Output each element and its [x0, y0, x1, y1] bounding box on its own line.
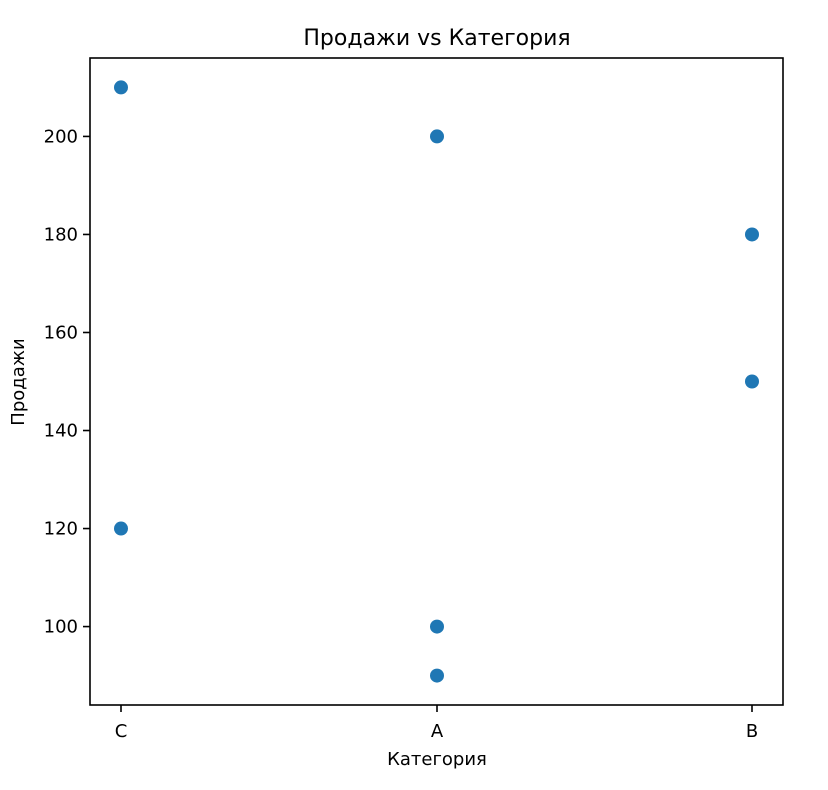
plot-area [89, 57, 784, 706]
x-tick-label: B [746, 721, 758, 742]
data-points [114, 80, 759, 683]
y-tick-label: 120 [44, 519, 78, 540]
x-axis-label: Категория [387, 749, 487, 770]
y-tick-label: 180 [44, 224, 78, 245]
x-tick-label: A [431, 721, 444, 742]
x-tick-label: C [115, 721, 128, 742]
data-point [430, 129, 444, 144]
data-point [745, 227, 759, 242]
y-axis: 100 120 140 160 180 200 [44, 126, 90, 638]
data-point [430, 619, 444, 634]
y-tick-label: 200 [44, 126, 78, 147]
data-point [745, 374, 759, 389]
data-point [430, 668, 444, 683]
data-point [114, 521, 128, 536]
y-axis-label: Продажи [8, 338, 29, 425]
data-point [114, 80, 128, 95]
chart-title: Продажи vs Категория [303, 26, 570, 51]
y-tick-label: 100 [44, 617, 78, 638]
y-tick-label: 140 [44, 421, 78, 442]
y-tick-label: 160 [44, 322, 78, 343]
